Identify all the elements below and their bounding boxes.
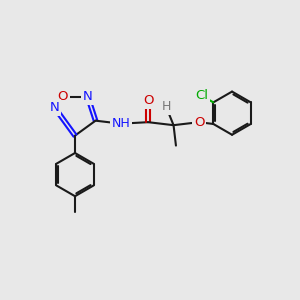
Text: NH: NH (112, 117, 130, 130)
Text: Cl: Cl (195, 89, 208, 102)
Text: N: N (83, 90, 93, 103)
Text: H: H (161, 100, 171, 113)
Text: O: O (194, 116, 204, 129)
Text: O: O (57, 90, 68, 103)
Text: O: O (143, 94, 153, 107)
Text: N: N (50, 101, 59, 114)
